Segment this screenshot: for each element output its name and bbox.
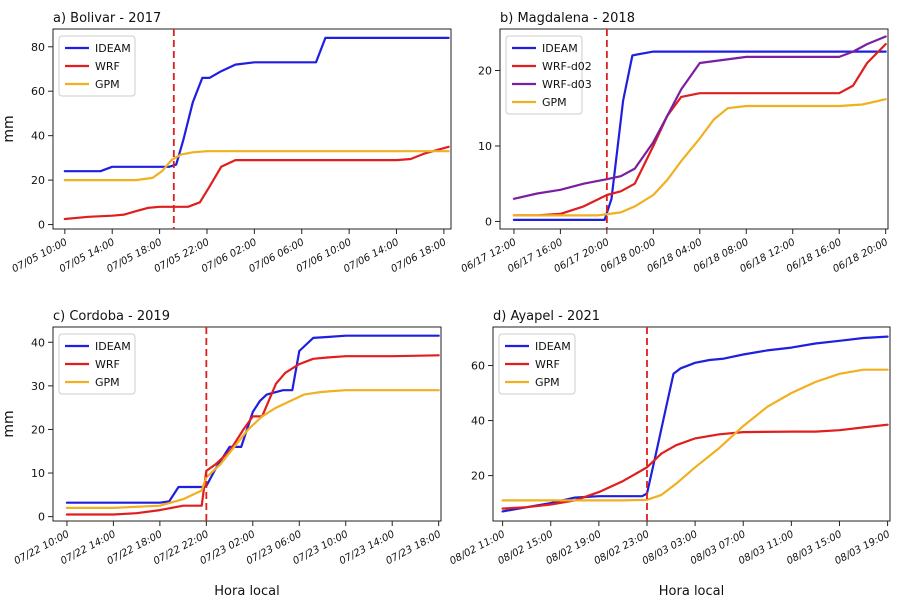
- series-line-gpm: [63, 150, 450, 182]
- legend-label: GPM: [535, 376, 560, 389]
- legend-label: GPM: [95, 376, 120, 389]
- y-axis-label: mm: [1, 115, 17, 142]
- panel-title: c) Cordoba - 2019: [53, 309, 170, 324]
- y-tick-label: 30: [31, 380, 45, 393]
- legend-label: WRF-d03: [542, 78, 592, 91]
- legend-label: GPM: [542, 96, 567, 109]
- y-tick-label: 0: [38, 511, 45, 524]
- series-line-ideam: [512, 50, 887, 221]
- series-line-wrf-d03: [512, 35, 887, 200]
- legend: IDEAM WRF GPM: [58, 333, 136, 395]
- y-tick-label: 60: [31, 85, 45, 98]
- y-tick-label: 20: [31, 423, 45, 436]
- legend-box: [505, 35, 583, 115]
- series-line-gpm: [65, 389, 440, 509]
- y-tick-label: 80: [31, 41, 45, 54]
- series-line-wrf: [63, 145, 450, 221]
- y-axis-label: mm: [1, 410, 17, 437]
- legend-label: WRF: [95, 60, 120, 73]
- legend-label: IDEAM: [95, 42, 131, 55]
- y-tick-label: 60: [471, 360, 485, 373]
- legend-label: WRF: [95, 358, 120, 371]
- y-tick-label: 10: [478, 140, 492, 153]
- series-line-wrf: [501, 423, 889, 510]
- legend-label: IDEAM: [95, 340, 131, 353]
- y-tick-label: 40: [31, 336, 45, 349]
- plot-frame: [52, 28, 452, 230]
- panel-title: a) Bolivar - 2017: [53, 11, 161, 26]
- y-tick-label: 20: [478, 65, 492, 78]
- legend-label: WRF: [535, 358, 560, 371]
- x-tick-label: 08/03 19:00: [833, 529, 892, 567]
- legend-label: WRF-d02: [542, 60, 592, 73]
- series-line-gpm: [501, 368, 889, 502]
- y-tick-label: 0: [485, 215, 492, 228]
- plot-frame: [52, 326, 442, 522]
- y-tick-label: 20: [471, 470, 485, 483]
- y-tick-label: 0: [38, 219, 45, 232]
- panel-title: d) Ayapel - 2021: [493, 309, 600, 324]
- legend-box: [58, 35, 136, 97]
- legend: IDEAM WRF GPM: [58, 35, 136, 97]
- legend: IDEAM WRF-d02 WRF-d03 GPM: [505, 35, 592, 115]
- x-axis-label: Hora local: [659, 584, 724, 599]
- legend: IDEAM WRF GPM: [498, 333, 576, 395]
- x-axis-label: Hora local: [214, 584, 279, 599]
- legend-label: GPM: [95, 78, 120, 91]
- panel-title: b) Magdalena - 2018: [500, 11, 635, 26]
- plot-frame: [499, 28, 889, 230]
- legend-label: IDEAM: [542, 42, 578, 55]
- legend-label: IDEAM: [535, 340, 571, 353]
- y-tick-label: 40: [31, 130, 45, 143]
- legend-box: [58, 333, 136, 395]
- y-tick-label: 10: [31, 467, 45, 480]
- series-line-gpm: [512, 98, 887, 217]
- y-tick-label: 20: [31, 174, 45, 187]
- plot-frame: [492, 326, 891, 522]
- y-tick-label: 40: [471, 415, 485, 428]
- legend-box: [498, 333, 576, 395]
- series-line-ideam: [65, 334, 440, 504]
- series-line-wrf: [65, 354, 440, 516]
- series-line-ideam: [63, 36, 450, 173]
